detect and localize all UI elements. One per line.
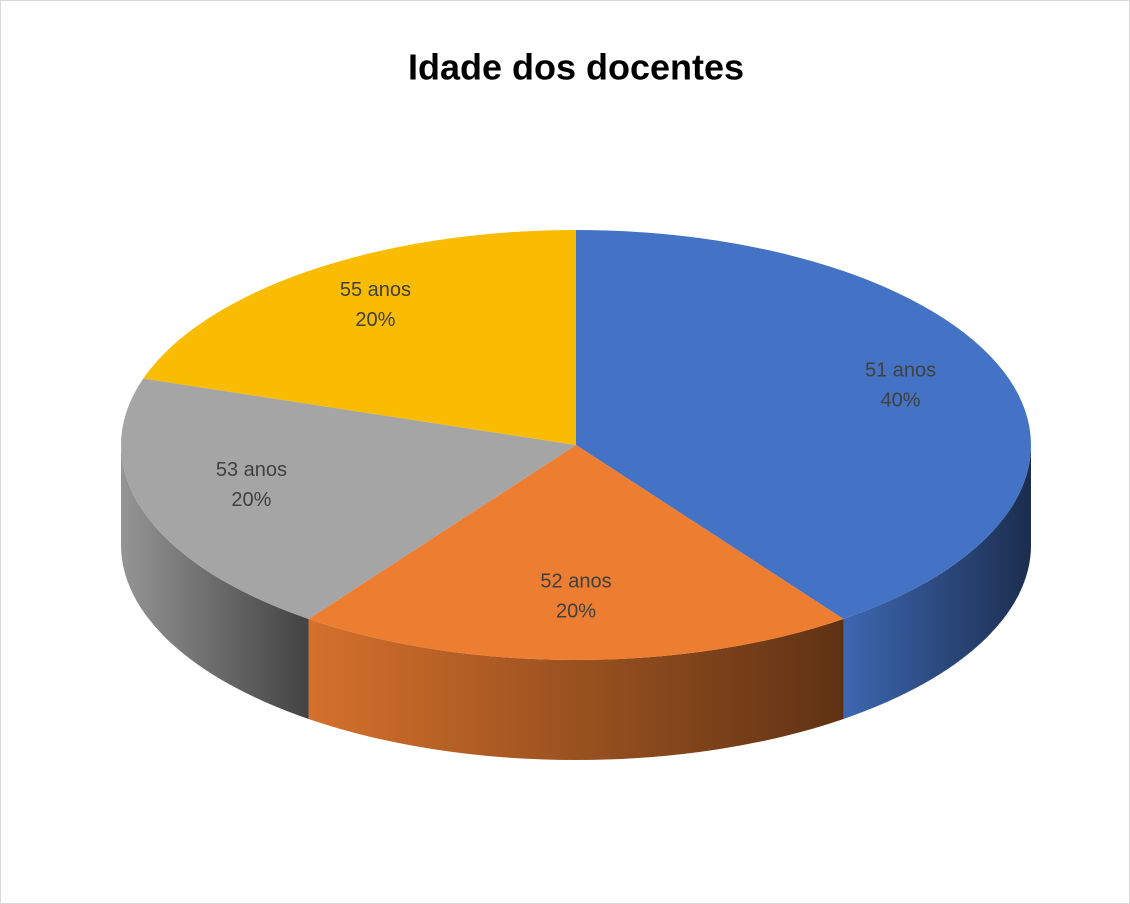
data-label-value: 20%	[556, 601, 596, 623]
side-shade	[843, 445, 1031, 719]
data-label-value: 40%	[881, 389, 921, 411]
data-label-category: 52 anos	[540, 571, 611, 593]
data-label-category: 53 anos	[216, 459, 287, 481]
pie-slice	[121, 378, 577, 619]
side-shade	[120, 445, 309, 719]
chart-title: Idade dos docentes	[408, 47, 744, 88]
data-label-value: 20%	[355, 309, 395, 331]
pie-slice	[143, 230, 576, 445]
data-label-value: 20%	[231, 489, 271, 511]
pie-slice	[576, 230, 1031, 619]
data-label-category: 55 anos	[340, 279, 411, 301]
pie-slice	[308, 445, 844, 660]
side-shade	[308, 618, 844, 761]
data-label-category: 51 anos	[865, 359, 936, 381]
